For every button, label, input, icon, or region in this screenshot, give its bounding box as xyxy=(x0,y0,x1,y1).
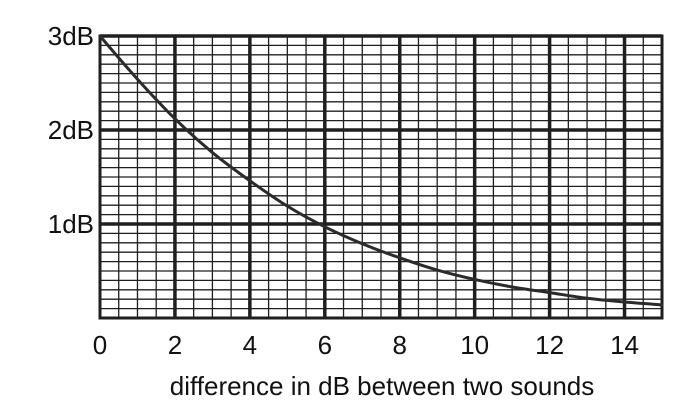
x-tick-label: 8 xyxy=(392,330,406,360)
minor-gridlines xyxy=(100,36,663,318)
x-tick-label: 10 xyxy=(460,330,489,360)
series-layer xyxy=(98,34,664,307)
x-axis-label: difference in dB between two sounds xyxy=(170,371,594,401)
y-tick-label: 2dB xyxy=(48,115,94,145)
x-tick-label: 6 xyxy=(318,330,332,360)
y-tick-label: 3dB xyxy=(48,21,94,51)
x-tick-label: 2 xyxy=(168,330,182,360)
x-tick-label: 12 xyxy=(535,330,564,360)
plot-frame xyxy=(98,34,664,320)
y-axis-ticks: 1dB 2dB 3dB xyxy=(48,21,94,239)
series-line-0 xyxy=(98,34,664,307)
y-tick-label: 1dB xyxy=(48,209,94,239)
x-tick-label: 0 xyxy=(93,330,107,360)
x-tick-label: 14 xyxy=(610,330,639,360)
x-tick-label: 4 xyxy=(243,330,257,360)
x-axis-ticks: 0 2 4 6 8 10 12 14 xyxy=(93,330,639,360)
